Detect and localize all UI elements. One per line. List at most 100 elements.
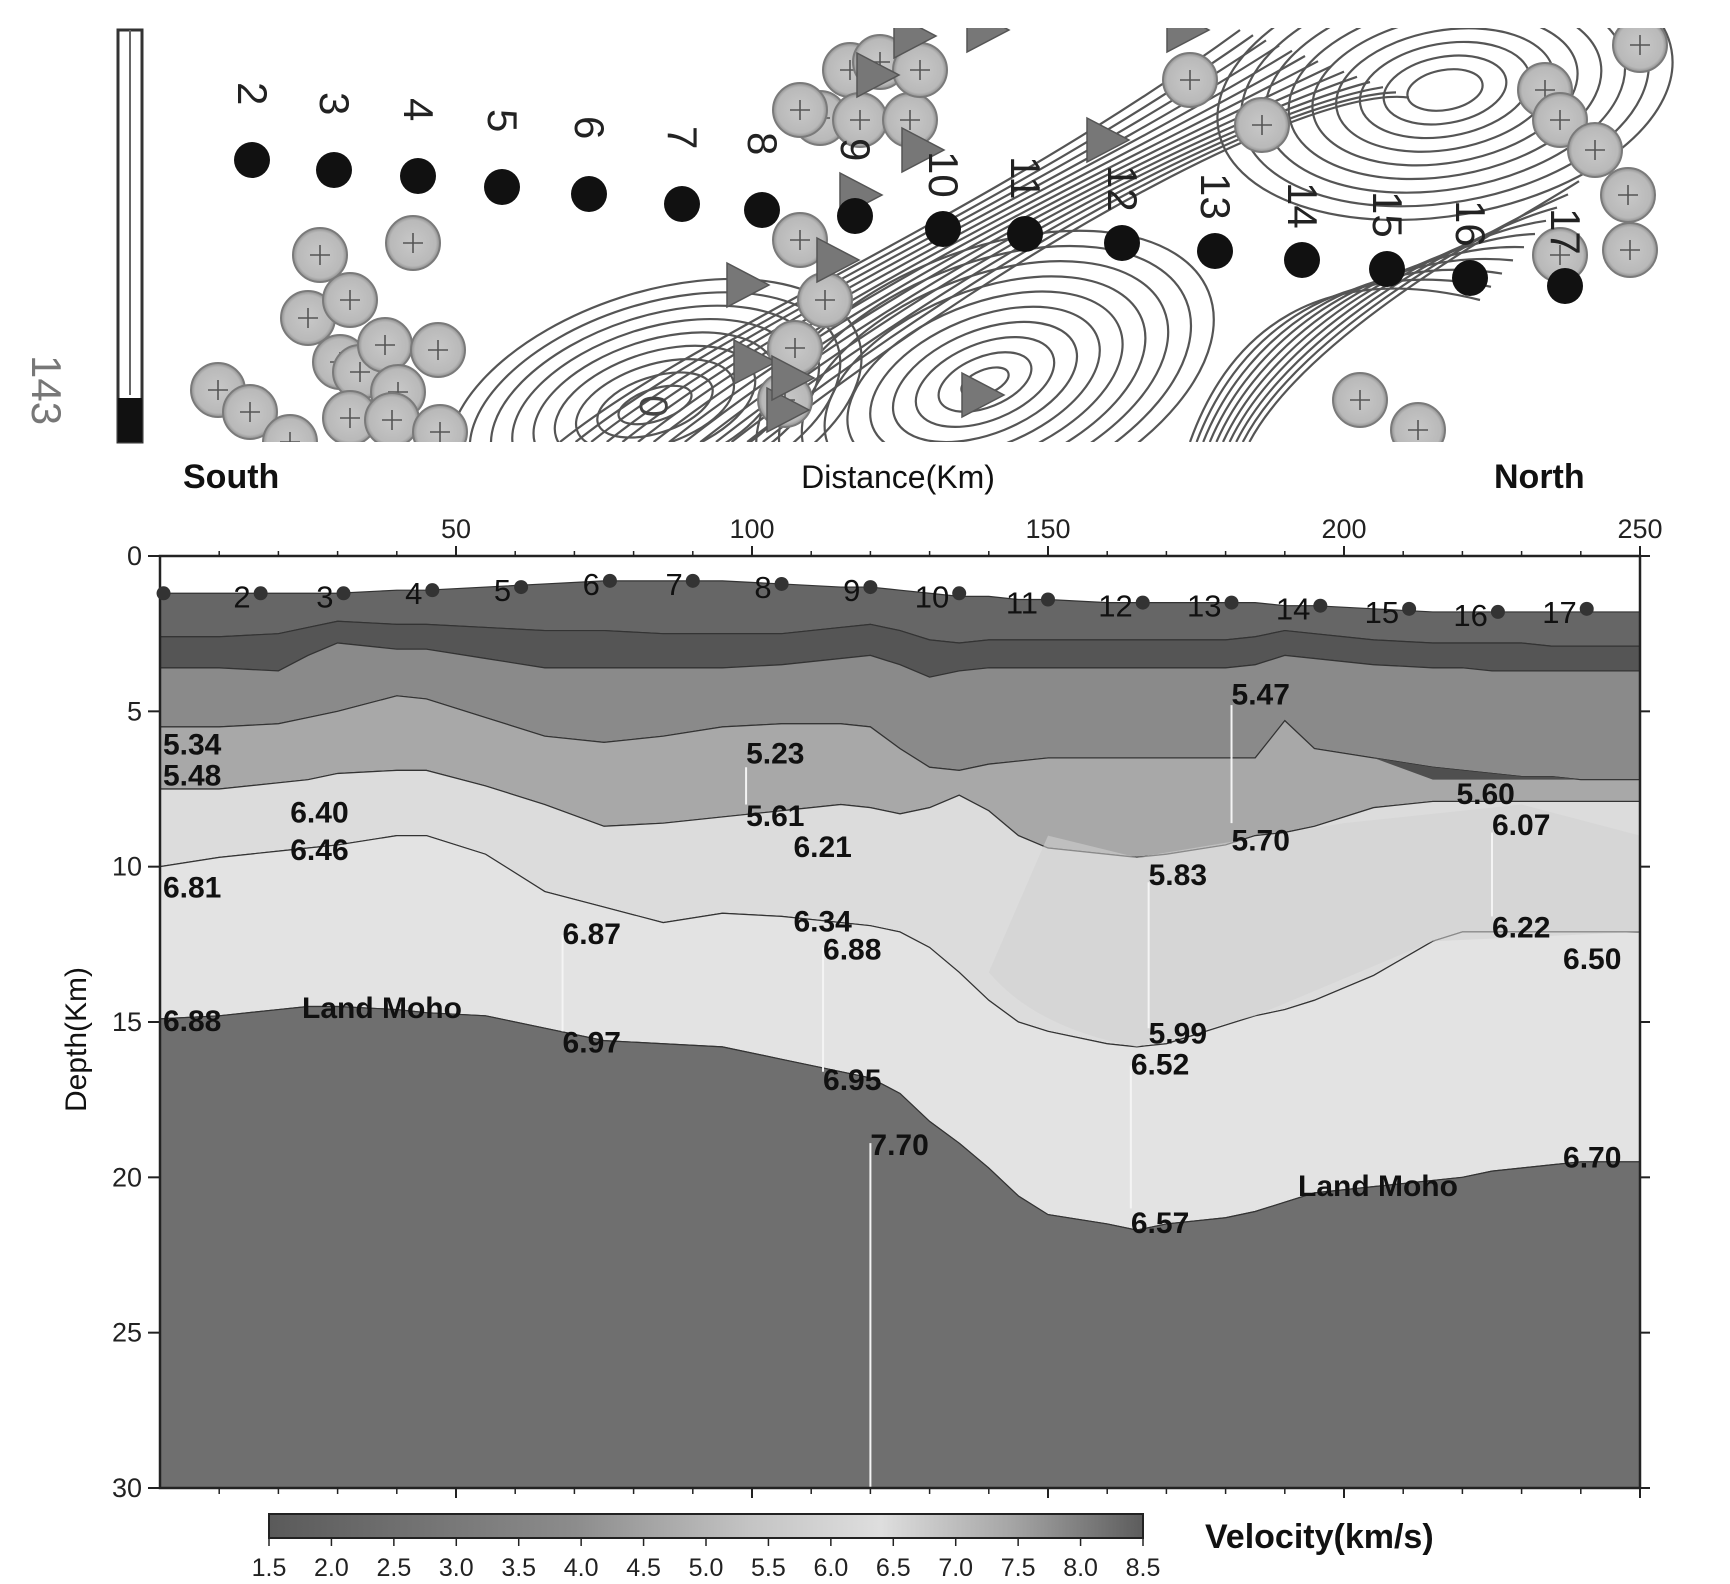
- contour-line: [1287, 28, 1603, 181]
- land-moho-label-south: Land Moho: [302, 992, 462, 1025]
- colorbar-tick-label: 3.5: [501, 1554, 536, 1582]
- earthquake-bubble: [797, 272, 853, 328]
- colorbar-tick-label: 3.0: [439, 1554, 474, 1582]
- contour-line: [1228, 219, 1547, 442]
- colorbar-tick-label: 5.5: [751, 1554, 786, 1582]
- velocity-section: 50 100 150 200 250 0 5 10 15 20 25 30 2 3 4 5 6 7 8 9 10 11…: [112, 514, 1663, 1503]
- earthquake-bubble: [262, 414, 318, 442]
- seismometer-triangle: [1166, 28, 1211, 54]
- earthquake-bubble: [1612, 28, 1668, 73]
- section-station-number: 17: [1542, 595, 1576, 630]
- contour-line: [1358, 40, 1532, 140]
- section-station-number: 8: [754, 570, 771, 605]
- map-station-number: 10: [920, 151, 967, 198]
- contour-line: [762, 95, 1410, 442]
- contour-line: [937, 351, 1033, 413]
- seismometer-triangle: [726, 261, 771, 309]
- section-station-number: 15: [1365, 595, 1399, 630]
- map-seismometer-triangles: [726, 28, 1211, 434]
- section-station-marker: [1313, 598, 1328, 613]
- map-station-number: 4: [395, 98, 442, 121]
- map-content: 0: [190, 28, 1674, 442]
- map-contours: [447, 28, 1674, 442]
- velocity-label: 5.70: [1232, 825, 1290, 858]
- contour-line: [1215, 246, 1525, 442]
- section-station-number: 12: [1098, 589, 1132, 624]
- earthquake-bubble: [322, 272, 378, 328]
- y-tick-label: 20: [112, 1162, 142, 1192]
- map-station-dot: [1369, 251, 1405, 287]
- earthquake-bubble: [1567, 122, 1623, 178]
- contour-line: [1235, 206, 1558, 442]
- map-station-number: 7: [659, 126, 706, 149]
- section-station-number: 11: [1006, 585, 1038, 620]
- x-tick-label: 200: [1321, 514, 1366, 544]
- velocity-label: 6.21: [793, 831, 851, 864]
- colorbar-tick-label: 4.5: [626, 1554, 661, 1582]
- seismometer-triangle: [856, 51, 901, 99]
- x-tick-label: 150: [1025, 514, 1070, 544]
- map-station-dot: [1452, 260, 1488, 296]
- x-tick-label: 250: [1617, 514, 1662, 544]
- section-station-marker: [1135, 595, 1150, 610]
- map-station-dot: [1007, 216, 1043, 252]
- contour-line: [1248, 180, 1580, 442]
- map-stations: 2 3 4 5 6 7 8 9 10 11 12 13 14 15 16 17: [229, 82, 1589, 304]
- colorbar-title: Velocity(km/s): [1205, 1518, 1434, 1556]
- contour-line: [1202, 268, 1503, 442]
- seismometer-triangle: [893, 28, 938, 60]
- map-side-bar: [116, 28, 144, 444]
- velocity-label: 5.60: [1456, 778, 1514, 811]
- map-contour-zero-label: 0: [631, 395, 675, 417]
- earthquake-bubble: [1600, 167, 1656, 223]
- earthquake-bubble: [222, 384, 278, 440]
- y-tick-label: 5: [127, 696, 142, 726]
- map-station-number: 13: [1192, 173, 1239, 220]
- section-station-marker: [863, 580, 878, 595]
- earthquake-bubble: [357, 317, 413, 373]
- north-label: North: [1494, 458, 1585, 496]
- earthquake-bubble: [1332, 372, 1388, 428]
- contour-line: [1188, 287, 1481, 442]
- colorbar-tick-label: 2.5: [376, 1554, 411, 1582]
- map-station-number: 17: [1542, 208, 1589, 255]
- earthquake-bubble: [1602, 222, 1658, 278]
- map-station-dot: [925, 211, 961, 247]
- map-station-dot: [744, 192, 780, 228]
- section-station-number: 9: [843, 573, 860, 608]
- map-station-dot: [571, 176, 607, 212]
- contour-line: [1406, 68, 1484, 112]
- section-station-number: 10: [915, 579, 949, 614]
- velocity-label: 6.40: [290, 797, 348, 830]
- section-station-number: 7: [666, 567, 683, 602]
- y-axis-title: Depth(Km): [60, 967, 93, 1112]
- earthquake-bubble: [410, 322, 466, 378]
- section-station-marker: [774, 576, 789, 591]
- contour-line: [468, 291, 842, 442]
- seismometer-triangle: [733, 338, 778, 386]
- velocity-label: 5.99: [1149, 1017, 1207, 1050]
- earthquake-bubble: [280, 290, 336, 346]
- section-station-marker: [1402, 601, 1417, 616]
- seismometer-triangle: [901, 126, 946, 174]
- velocity-layers: [160, 556, 1640, 1488]
- velocity-label: 6.57: [1131, 1207, 1189, 1240]
- colorbar-tick-label: 7.0: [938, 1554, 973, 1582]
- map-station-dot: [1284, 242, 1320, 278]
- seismometer-triangle: [816, 236, 861, 284]
- map-station-number: 5: [479, 109, 526, 132]
- velocity-label: 5.23: [746, 738, 804, 771]
- section-station-marker: [425, 583, 440, 598]
- map-station-dot: [1547, 268, 1583, 304]
- earthquake-bubble: [1234, 97, 1290, 153]
- south-label: South: [183, 458, 279, 496]
- contour-line: [574, 34, 1254, 442]
- map-station-dot: [664, 186, 700, 222]
- seismometer-triangle: [771, 354, 816, 402]
- contour-line: [891, 320, 1079, 442]
- map-station-number: 16: [1447, 200, 1494, 247]
- x-tick-label: 50: [441, 514, 471, 544]
- velocity-label: 6.95: [823, 1064, 881, 1097]
- velocity-label: 6.97: [563, 1027, 621, 1060]
- velocity-label: 5.83: [1149, 859, 1207, 892]
